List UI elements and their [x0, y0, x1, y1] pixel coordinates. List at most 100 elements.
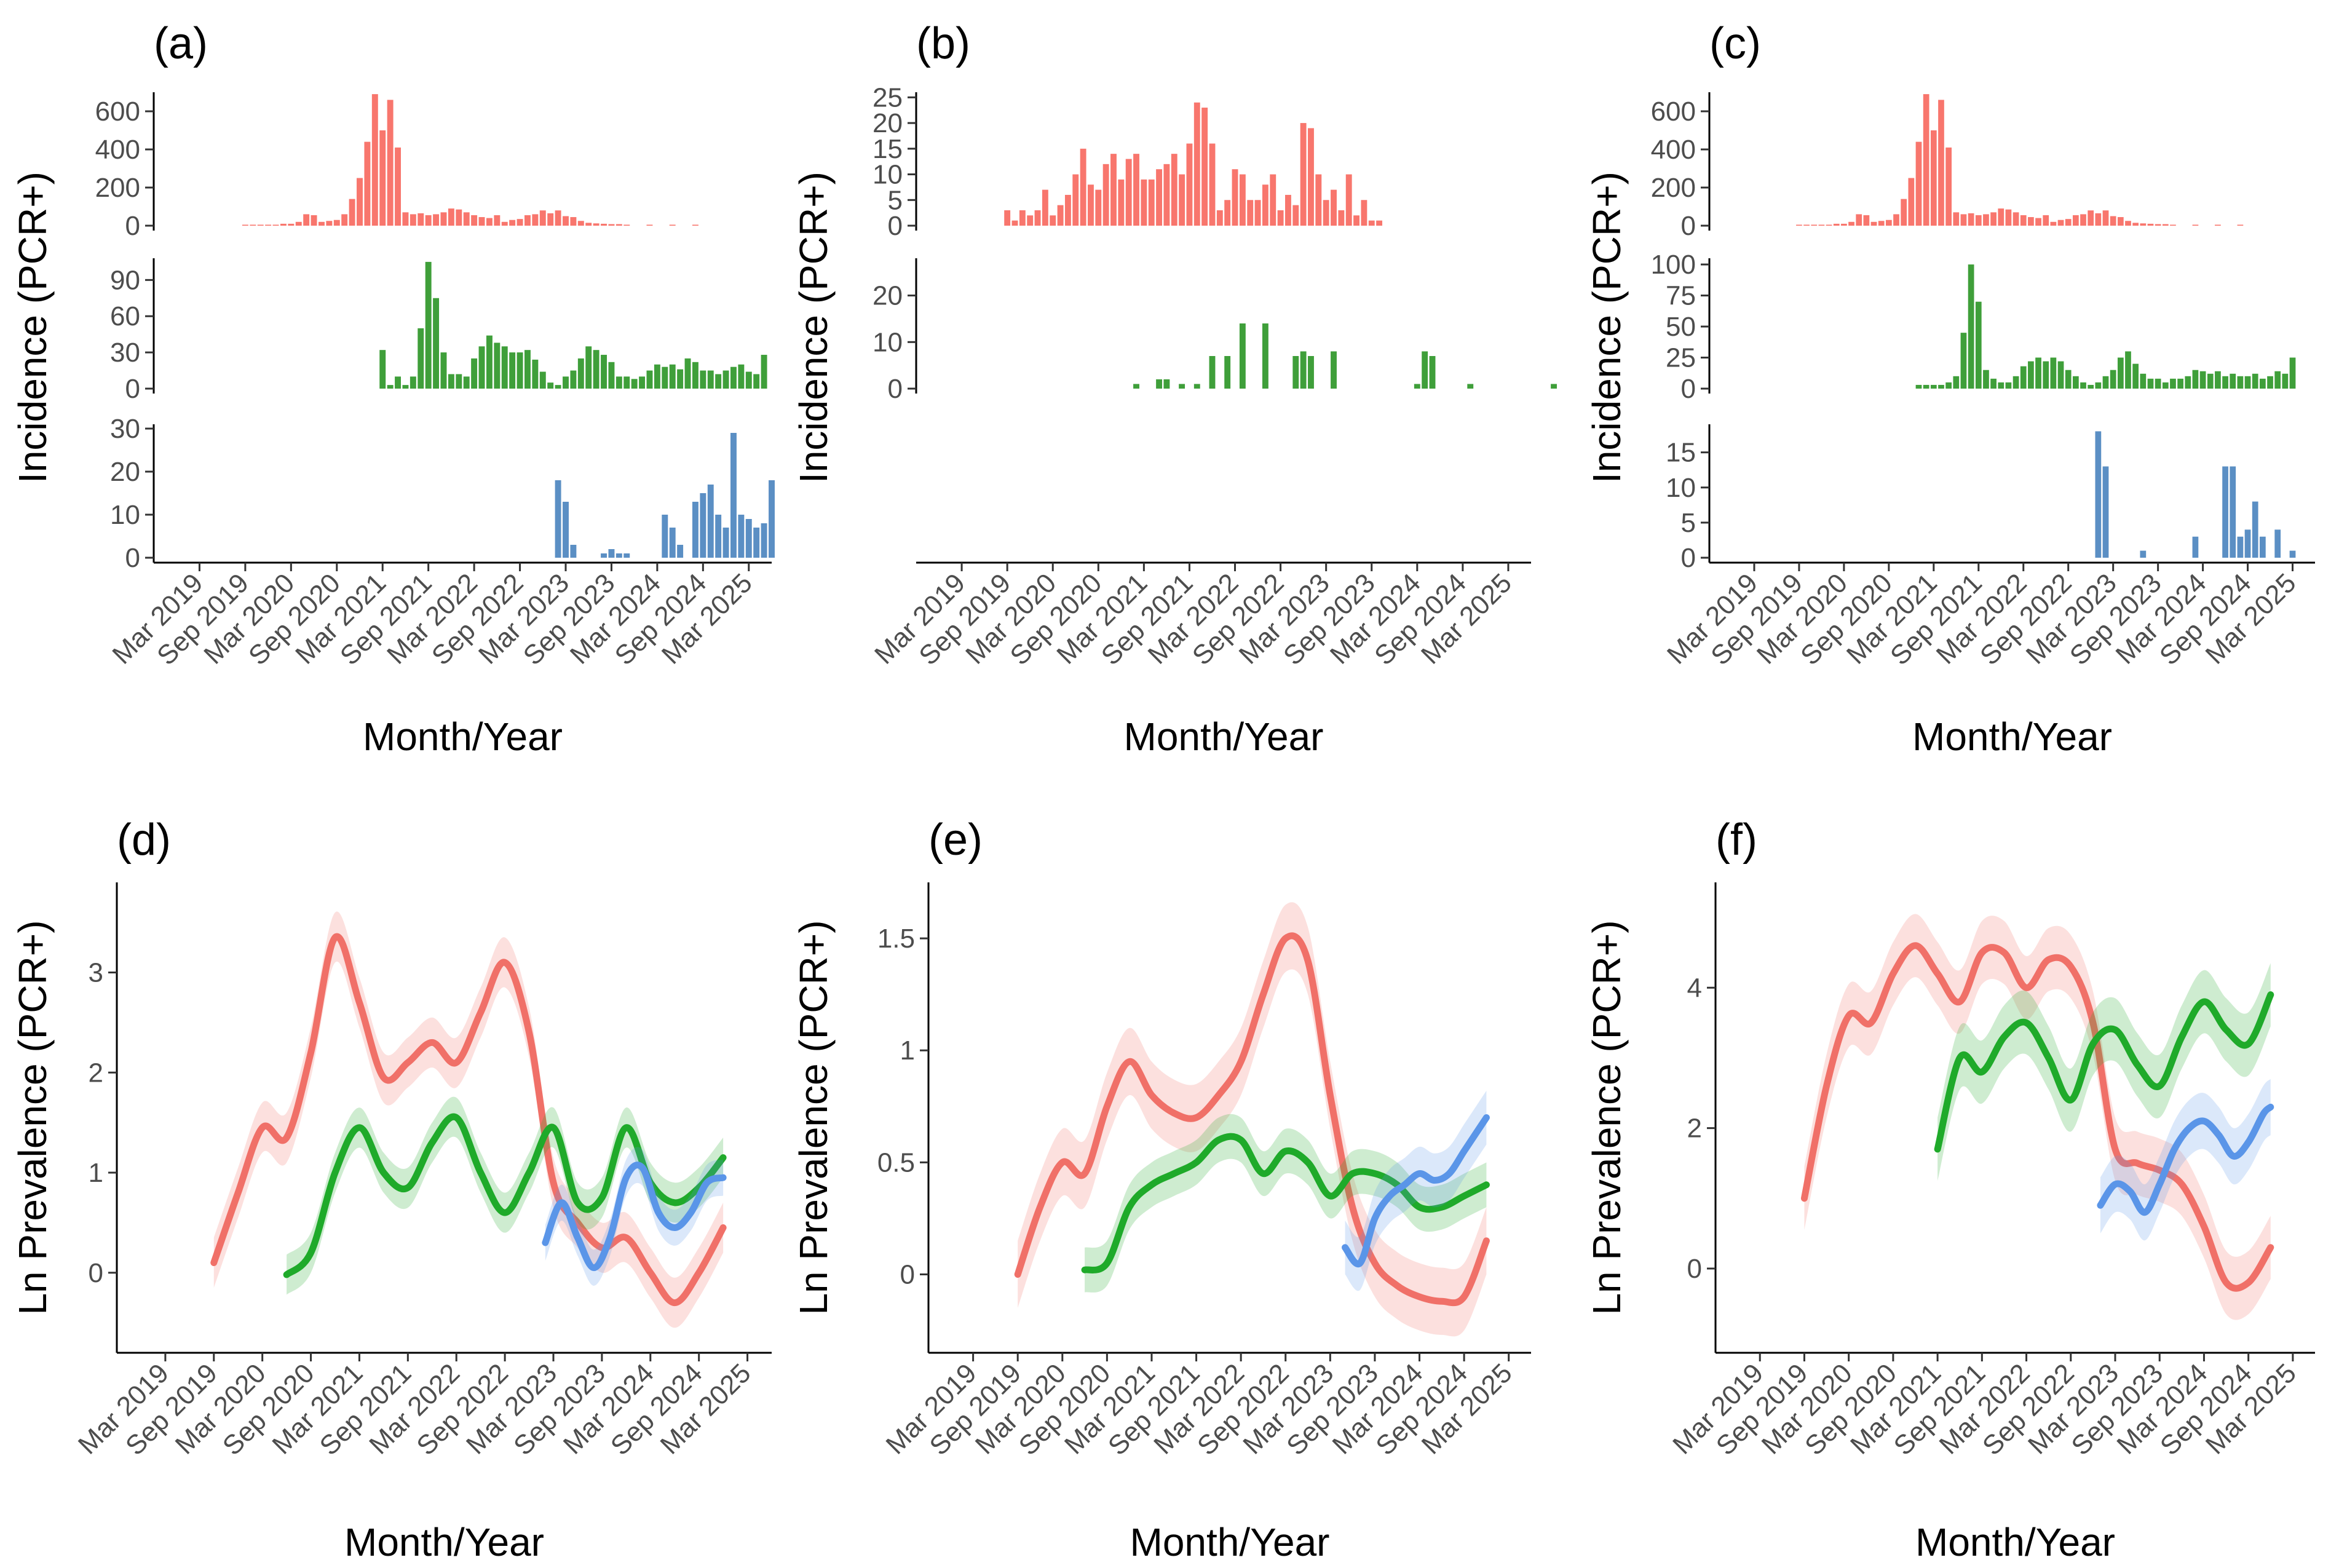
bar	[615, 376, 622, 389]
bar	[1848, 221, 1854, 226]
bar	[745, 519, 752, 558]
bar	[1338, 210, 1345, 226]
bar	[1551, 384, 1557, 389]
bar	[608, 224, 615, 226]
bar	[509, 220, 516, 226]
bar	[662, 515, 668, 558]
bar	[1878, 221, 1885, 226]
bar	[608, 549, 615, 558]
bar	[1945, 382, 1952, 389]
x-axis-title: Month/Year	[363, 715, 563, 759]
bar	[516, 352, 523, 389]
bar	[463, 212, 470, 226]
bar	[2244, 376, 2251, 389]
bar	[1345, 174, 1352, 226]
bar	[2282, 373, 2289, 389]
bar	[2035, 357, 2041, 389]
bar	[2073, 376, 2079, 389]
bar	[1156, 379, 1162, 389]
series-green: 0 30 60 90	[110, 258, 767, 404]
bar	[646, 370, 653, 389]
bar	[2117, 357, 2124, 389]
x-axis-title: Month/Year	[1912, 715, 2112, 759]
bar	[357, 178, 363, 226]
y-tick-label: 0.5	[877, 1147, 915, 1178]
bar	[333, 220, 340, 226]
bar	[2162, 224, 2169, 226]
bar	[2102, 376, 2109, 389]
bar	[707, 370, 714, 389]
bar	[2230, 373, 2236, 389]
bar	[478, 217, 485, 226]
bar	[478, 346, 485, 389]
bar	[2088, 210, 2094, 226]
bar	[349, 199, 355, 226]
bar	[662, 366, 668, 389]
bar	[601, 223, 607, 226]
panel-label: (e)	[928, 815, 983, 865]
bar	[738, 364, 745, 389]
panel-e: (e)00.511.5Ln Prevalence (PCR+)Mar 2019S…	[791, 815, 1531, 1564]
bar	[2192, 536, 2199, 558]
bar	[2289, 550, 2296, 558]
bar	[2073, 215, 2079, 226]
bar	[257, 224, 264, 226]
bar	[272, 224, 279, 226]
bar	[1102, 164, 1109, 226]
bar	[1870, 221, 1877, 226]
bar	[2110, 216, 2116, 226]
bar	[700, 370, 706, 389]
bar	[1376, 220, 1383, 226]
bar	[1224, 356, 1231, 389]
bar	[1938, 100, 1944, 226]
trend-line	[2097, 1103, 2274, 1216]
bar	[1270, 174, 1276, 226]
y-tick-label: 10	[1666, 473, 1696, 503]
bar	[1885, 220, 1892, 226]
bar	[563, 216, 569, 226]
bar	[2117, 217, 2124, 226]
bar	[1034, 210, 1041, 226]
bar	[410, 376, 416, 389]
bar	[1239, 323, 1246, 389]
bar	[1361, 200, 1367, 226]
y-tick-label: 15	[1666, 438, 1696, 468]
bar	[1209, 143, 1216, 226]
bar	[1224, 200, 1231, 226]
bar	[1803, 224, 1810, 226]
bar	[2125, 351, 2131, 389]
bar	[623, 553, 630, 558]
bar	[677, 545, 684, 558]
bar	[563, 502, 569, 558]
bar	[2215, 371, 2221, 389]
bar	[1125, 159, 1132, 226]
y-tick-label: 0	[888, 374, 903, 404]
bar	[2005, 209, 2012, 226]
y-tick-label: 20	[873, 108, 903, 138]
bar	[1193, 384, 1200, 389]
bar	[364, 141, 371, 226]
bar	[1930, 130, 1937, 226]
bar	[2050, 357, 2057, 389]
bar	[402, 385, 409, 389]
bar	[2088, 384, 2094, 389]
bar	[2155, 224, 2161, 226]
bar	[2170, 378, 2176, 389]
bar	[547, 382, 554, 389]
bar	[623, 224, 630, 226]
bar	[563, 376, 569, 389]
series-blue	[542, 1147, 727, 1286]
bar	[1186, 143, 1193, 226]
bar	[669, 528, 676, 558]
trend-line	[1081, 1133, 1490, 1273]
bar	[753, 374, 760, 389]
bar	[2207, 373, 2214, 389]
y-tick-label: 100	[1651, 250, 1696, 280]
bar	[631, 379, 638, 389]
bar	[555, 210, 561, 226]
bar	[532, 359, 539, 389]
y-tick-label: 10	[873, 160, 903, 190]
bar	[2222, 376, 2228, 389]
